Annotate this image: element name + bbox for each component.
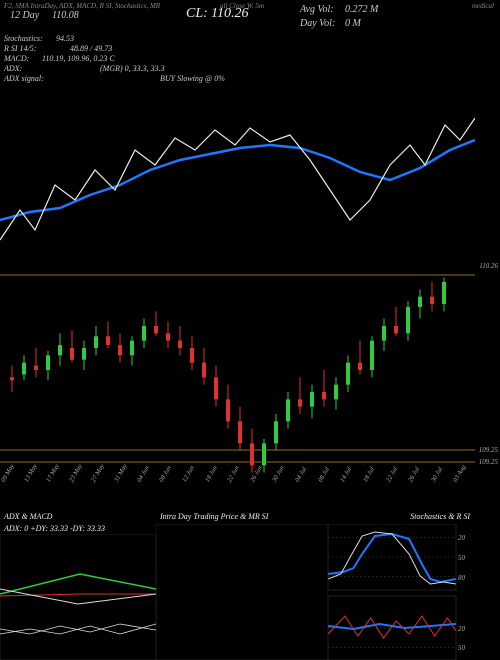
x-axis: 09 May13 May17 May23 May27 May31 May04 J… xyxy=(0,480,475,510)
rsi-val: 48.89 / 49.73 xyxy=(70,44,112,53)
header-medical: medical xyxy=(472,2,494,10)
day-vol-label: Day Vol: xyxy=(300,18,335,29)
adx-macd-panel: ADX & MACD ADX: 0 +DY: 33.33 -DY: 33.33 xyxy=(0,510,156,660)
stoch-title: Stochastics & R SI xyxy=(406,510,474,523)
sub-panels: ADX & MACD ADX: 0 +DY: 33.33 -DY: 33.33 … xyxy=(0,510,500,660)
right-axis: 109.25109.25110.26 xyxy=(475,90,500,480)
intraday-panel: Intra Day Trading Price & MR SI xyxy=(156,510,328,660)
macd-val: 110.19, 109.96, 0.23 C xyxy=(42,54,115,63)
adx-label: ADX: xyxy=(4,64,22,73)
day12-val: 110.08 xyxy=(52,10,79,21)
day12-label: 12 Day xyxy=(10,10,39,21)
macd-label: MACD: xyxy=(4,54,29,63)
svg-text:20: 20 xyxy=(458,534,466,542)
adx-sig-label: ADX signal: xyxy=(4,74,44,83)
adx-title: ADX & MACD xyxy=(0,510,156,523)
cl-value: 110.26 xyxy=(211,6,248,22)
adx-sig-val: BUY Slowing @ 0% xyxy=(160,74,225,83)
cl-label: CL: xyxy=(186,6,208,22)
stochastics-rsi-panel: Stochastics & R SI 80 50 20 50 20 xyxy=(328,510,478,660)
avg-vol-val: 0.272 M xyxy=(345,4,378,15)
header-indicator-list: F2, SMA IntraDay, ADX, MACD, R SI, Stoch… xyxy=(4,2,160,10)
stoch-val: 94.53 xyxy=(56,34,74,43)
adx-chart xyxy=(0,534,156,660)
stoch-label: Stochastics: xyxy=(4,34,43,43)
stoch-chart: 80 50 20 50 20 xyxy=(328,524,478,660)
svg-text:50: 50 xyxy=(458,644,466,652)
avg-vol-label: Avg Vol: xyxy=(300,4,334,15)
intra-title: Intra Day Trading Price & MR SI xyxy=(156,510,328,523)
adx-text: ADX: 0 +DY: 33.33 -DY: 33.33 xyxy=(4,524,105,533)
svg-text:80: 80 xyxy=(458,574,466,582)
svg-text:20: 20 xyxy=(458,625,466,633)
day-vol-val: 0 M xyxy=(345,18,361,29)
svg-text:50: 50 xyxy=(458,554,466,562)
adx-val: (MGR) 0, 33.3, 33.3 xyxy=(100,64,165,73)
header-panel: F2, SMA IntraDay, ADX, MACD, R SI, Stoch… xyxy=(0,0,500,90)
rsi-label: R SI 14/5: xyxy=(4,44,36,53)
intra-chart xyxy=(156,524,328,660)
main-chart xyxy=(0,90,475,480)
